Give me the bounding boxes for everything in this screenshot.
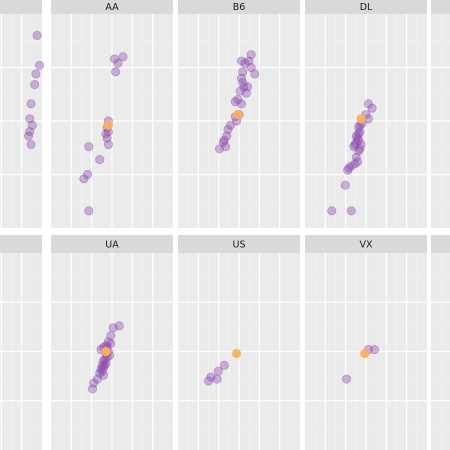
facet-strip — [305, 0, 427, 14]
highlight-point — [233, 109, 243, 120]
facet-strip — [305, 235, 427, 253]
facet-panel: UA — [51, 235, 173, 450]
highlight-point — [356, 114, 366, 124]
data-point — [108, 323, 118, 333]
data-point — [26, 140, 36, 150]
data-point — [84, 206, 94, 216]
data-point — [111, 67, 121, 77]
data-point — [250, 69, 260, 79]
facet-strip — [178, 235, 300, 253]
data-point — [26, 99, 36, 109]
data-point — [225, 120, 235, 130]
data-point — [106, 331, 116, 341]
data-point — [327, 206, 337, 216]
data-point — [118, 52, 128, 62]
data-point — [24, 131, 34, 141]
facet-label: VX — [359, 240, 372, 251]
data-point — [221, 142, 231, 152]
data-point — [32, 30, 42, 40]
facet-panel — [431, 0, 450, 228]
facet-strip — [0, 0, 42, 14]
highlight-point — [360, 348, 370, 359]
data-point — [35, 60, 45, 70]
data-point — [89, 378, 99, 388]
facet-panel: AA — [51, 0, 173, 228]
facet-strip — [178, 0, 300, 14]
facet-panel — [0, 235, 42, 450]
highlight-point — [231, 348, 242, 359]
data-point — [219, 360, 229, 370]
facet-panel — [431, 235, 450, 450]
data-point — [212, 374, 222, 384]
data-point — [95, 155, 105, 165]
highlight-point — [103, 120, 113, 130]
facet-label: DL — [360, 2, 373, 13]
facet-strip — [431, 235, 450, 253]
facet-label: B6 — [233, 2, 246, 13]
highlight-point — [101, 346, 111, 357]
data-point — [213, 366, 223, 376]
facet-strip — [431, 0, 450, 14]
data-point — [343, 165, 353, 175]
data-point — [241, 88, 251, 98]
facet-strip — [0, 235, 42, 253]
data-point — [31, 69, 41, 79]
facet-label: UA — [105, 240, 119, 251]
data-point — [240, 58, 250, 68]
facet-panel: B6 — [178, 0, 300, 228]
data-point — [113, 58, 123, 68]
facet-panel: US — [178, 235, 300, 450]
facet-label: AA — [105, 2, 119, 13]
facet-strip — [51, 0, 173, 14]
data-point — [346, 206, 356, 216]
data-point — [30, 80, 40, 90]
facet-panel — [0, 0, 45, 228]
data-point — [84, 142, 94, 152]
facet-panel: DL — [305, 0, 427, 228]
data-point — [87, 384, 97, 394]
data-point — [341, 374, 351, 384]
data-point — [236, 99, 246, 109]
facet-strip — [51, 235, 173, 253]
data-point — [367, 103, 377, 113]
data-point — [340, 180, 350, 190]
data-point — [204, 376, 214, 386]
data-point — [79, 174, 89, 184]
data-point — [103, 140, 113, 150]
facet-label: US — [233, 240, 246, 251]
facet-panel: VX — [305, 235, 427, 450]
data-point — [370, 345, 380, 355]
